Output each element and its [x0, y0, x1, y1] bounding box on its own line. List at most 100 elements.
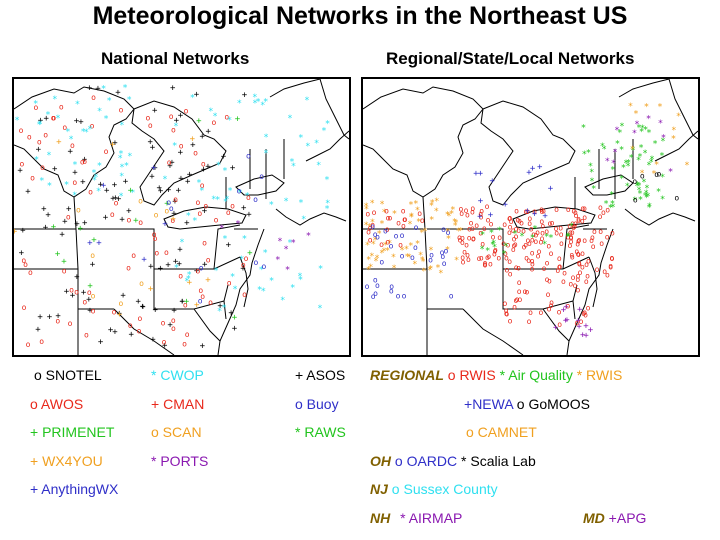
state-border-path — [542, 308, 570, 342]
station-marker: + — [20, 226, 26, 236]
station-marker: o — [513, 240, 518, 249]
coastline-path — [624, 208, 696, 226]
legend-newa: +NEWA — [464, 396, 513, 412]
station-marker: + — [90, 260, 96, 270]
station-marker: o — [514, 207, 519, 216]
station-marker: * — [223, 197, 228, 207]
station-marker: * — [671, 126, 676, 136]
station-marker: o — [193, 148, 198, 157]
station-marker: o — [21, 256, 26, 265]
station-marker: * — [628, 154, 633, 164]
station-marker: * — [387, 239, 392, 249]
station-marker: * — [420, 257, 425, 267]
station-marker: o — [504, 254, 509, 263]
station-marker: * — [608, 204, 613, 214]
station-marker: o — [491, 233, 496, 242]
station-marker: * — [285, 266, 290, 276]
station-marker: o — [22, 303, 27, 312]
station-marker: o — [385, 238, 390, 247]
station-marker: + — [242, 90, 248, 100]
station-marker: o — [68, 319, 73, 328]
station-marker: * — [119, 172, 124, 182]
station-marker: o — [384, 206, 389, 215]
station-marker: o — [114, 199, 119, 208]
station-marker: * — [118, 192, 123, 202]
station-marker: * — [45, 110, 50, 120]
station-marker: + — [72, 168, 78, 178]
station-marker: + — [96, 238, 102, 248]
station-marker: * — [217, 307, 222, 317]
station-marker: o — [530, 249, 535, 258]
station-marker: + — [176, 260, 182, 270]
station-marker: o — [530, 265, 535, 274]
station-marker: * — [646, 115, 651, 125]
station-marker: o — [496, 253, 501, 262]
station-marker: * — [658, 119, 663, 129]
station-marker: o — [211, 118, 216, 127]
station-marker: * — [649, 155, 654, 165]
station-marker: o — [241, 261, 246, 270]
legend-item-raws: * RAWS — [295, 424, 346, 440]
station-marker: o — [523, 241, 528, 250]
station-marker: o — [441, 225, 446, 234]
station-marker: + — [190, 141, 196, 151]
coastline-path — [269, 79, 349, 140]
station-marker: o — [568, 228, 573, 237]
station-marker: * — [370, 218, 375, 228]
station-marker: o — [504, 266, 509, 275]
legend-label: AIRMAP — [405, 510, 463, 526]
station-marker: o — [458, 205, 463, 214]
station-marker: o — [575, 286, 580, 295]
station-marker: o — [164, 207, 169, 216]
station-marker: o — [585, 272, 590, 281]
station-marker: o — [608, 262, 613, 271]
station-marker: o — [584, 260, 589, 269]
station-marker: * — [37, 120, 42, 130]
station-marker: * — [75, 100, 80, 110]
station-marker: o — [549, 298, 554, 307]
station-marker: o — [464, 206, 469, 215]
station-marker: * — [46, 151, 51, 161]
legend-symbol: + — [30, 424, 39, 440]
station-marker: o — [365, 210, 370, 219]
station-marker: o — [542, 264, 547, 273]
station-marker: o — [544, 227, 549, 236]
station-marker: + — [580, 331, 586, 341]
station-marker: o — [535, 228, 540, 237]
station-marker: o — [398, 241, 403, 250]
station-marker: * — [392, 209, 397, 219]
station-marker: o — [137, 326, 142, 335]
station-marker: + — [152, 306, 158, 316]
station-marker: o — [202, 239, 207, 248]
station-marker: o — [576, 214, 581, 223]
station-marker: o — [571, 223, 576, 232]
station-marker: + — [140, 302, 146, 312]
station-marker: o — [545, 258, 550, 267]
legend-awos: o AWOS — [30, 396, 83, 412]
station-marker: * — [277, 237, 282, 247]
station-marker: * — [36, 120, 41, 130]
state-border-path — [574, 139, 634, 209]
station-marker: o — [55, 317, 60, 326]
station-marker: o — [26, 340, 31, 349]
station-marker: o — [507, 214, 512, 223]
state-border-path — [562, 224, 607, 270]
legend-row-newa-gomoos: +NEWA o GoMOOS — [464, 396, 590, 412]
station-marker: + — [187, 170, 193, 180]
page-title: Meteorological Networks in the Northeast… — [92, 2, 628, 30]
station-marker: o — [179, 142, 184, 151]
station-marker: * — [301, 215, 306, 225]
station-marker: o — [530, 260, 535, 269]
station-marker: * — [391, 264, 396, 274]
station-marker: + — [51, 223, 57, 233]
station-marker: o — [460, 238, 465, 247]
station-marker: + — [123, 177, 129, 187]
station-marker: * — [381, 208, 386, 218]
station-marker: o — [237, 187, 242, 196]
station-marker: o — [200, 292, 205, 301]
station-marker: * — [366, 266, 371, 276]
legend-symbol: o — [30, 396, 38, 412]
station-marker: + — [478, 169, 484, 179]
station-marker: + — [113, 194, 119, 204]
station-marker: o — [59, 103, 64, 112]
